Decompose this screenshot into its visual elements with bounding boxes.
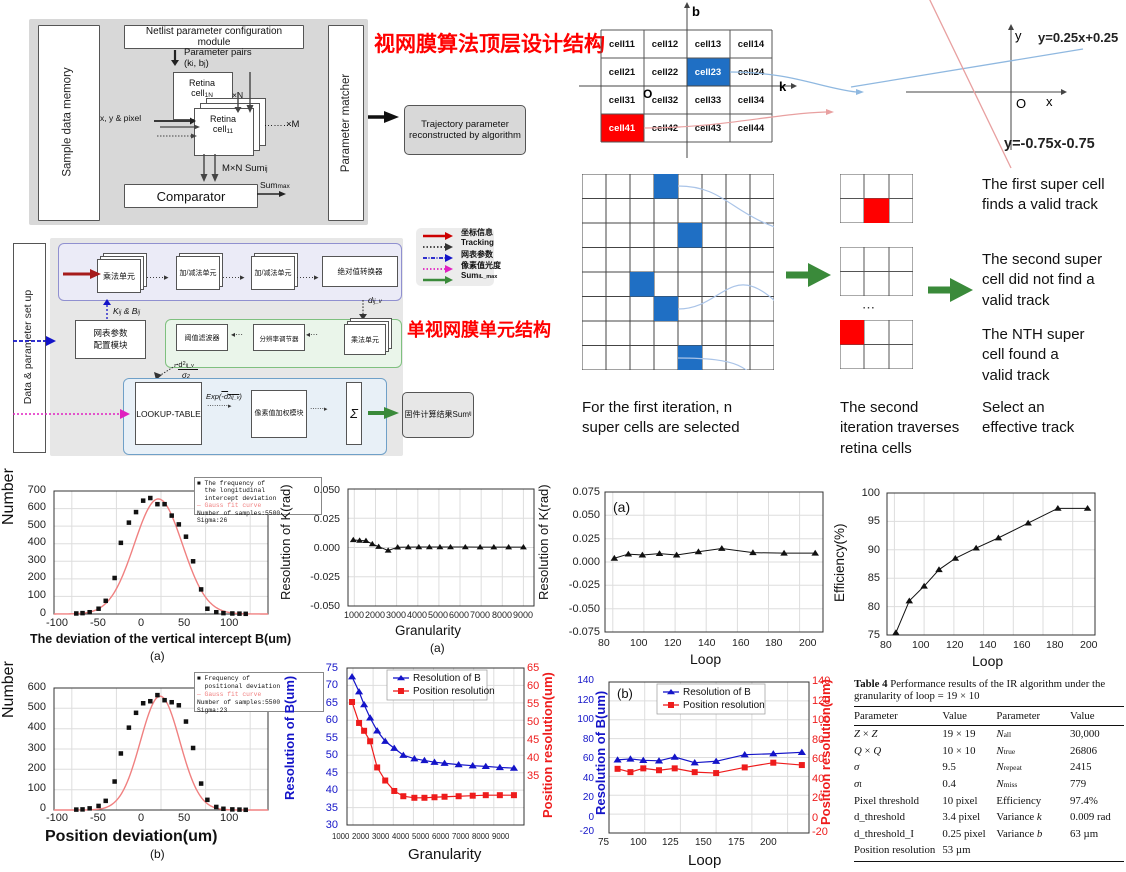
svg-text:O: O [1016, 96, 1026, 111]
svg-text:y: y [1015, 28, 1022, 43]
svg-text:cell11: cell11 [609, 39, 636, 50]
svg-text:(b): (b) [617, 686, 633, 701]
svg-text:Position resolution: Position resolution [413, 686, 495, 697]
svg-text:Position resolution: Position resolution [683, 700, 765, 711]
svg-text:cell13: cell13 [695, 39, 721, 50]
svg-text:x: x [1046, 94, 1053, 109]
svg-text:cell22: cell22 [652, 67, 678, 78]
svg-text:cell14: cell14 [738, 39, 765, 50]
svg-text:cell21: cell21 [609, 67, 636, 78]
svg-text:cell42: cell42 [652, 123, 678, 134]
svg-text:y=-0.75x-0.75: y=-0.75x-0.75 [1004, 136, 1095, 152]
svg-text:cell33: cell33 [695, 95, 721, 106]
svg-text:(a): (a) [613, 499, 630, 515]
svg-text:k: k [779, 79, 787, 94]
svg-text:Resolution of B: Resolution of B [413, 673, 481, 684]
svg-text:Resolution of B: Resolution of B [683, 687, 751, 698]
svg-text:cell41: cell41 [609, 123, 636, 134]
svg-text:cell31: cell31 [609, 95, 636, 106]
svg-text:y=0.25x+0.25: y=0.25x+0.25 [1038, 30, 1118, 45]
svg-text:cell12: cell12 [652, 39, 678, 50]
svg-text:cell44: cell44 [738, 123, 765, 134]
svg-text:b: b [692, 4, 700, 19]
svg-text:cell32: cell32 [652, 95, 678, 106]
svg-text:cell34: cell34 [738, 95, 765, 106]
svg-text:cell23: cell23 [695, 67, 721, 78]
